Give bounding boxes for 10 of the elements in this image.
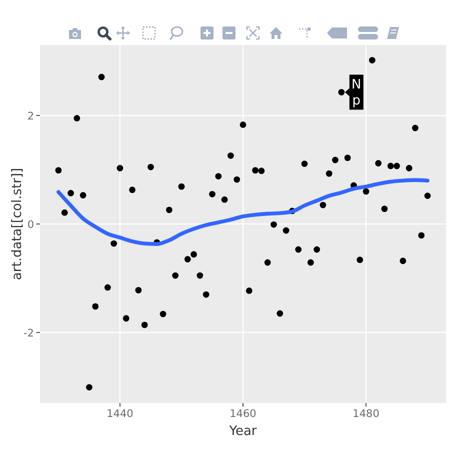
annotation: N p	[352, 78, 362, 109]
x-tick-label: 1480	[352, 408, 380, 420]
y-tick-label: 0	[27, 218, 34, 231]
x-tick-label: 1460	[230, 408, 256, 420]
x-tick-label: 1440	[106, 408, 134, 420]
line-series	[56, 178, 430, 246]
y-tick-label: -2	[24, 327, 34, 340]
x-axis-title: Year	[228, 424, 258, 439]
y-axis-title: art.data[[col.str]]	[10, 168, 25, 280]
y-tick-label: 2	[27, 110, 34, 122]
